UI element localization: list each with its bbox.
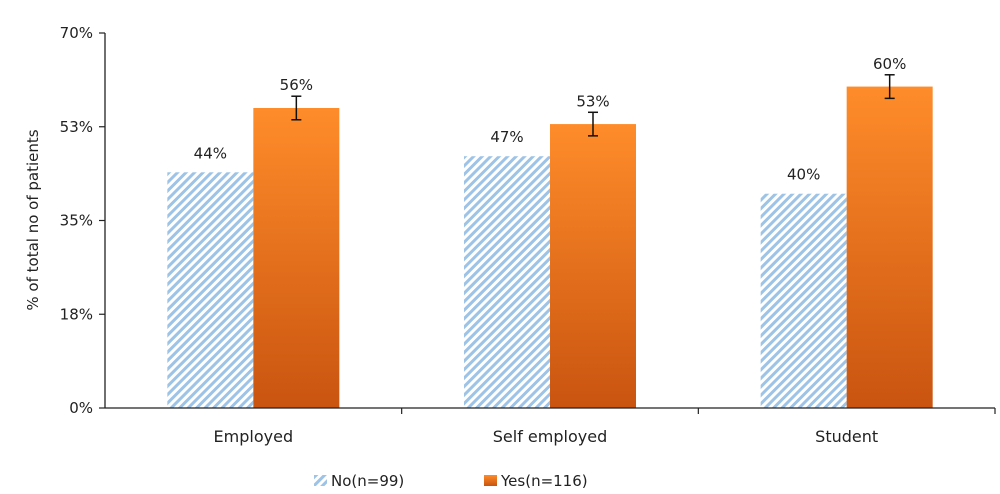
data-labels: 44% 56% 47% 53% 40% 60% — [194, 55, 907, 184]
x-category-label: Self employed — [493, 427, 607, 446]
legend: No(n=99) Yes(n=116) — [314, 472, 588, 490]
x-axis-categories: Employed Self employed Student — [214, 427, 879, 446]
y-axis-ticks: 0% 18% 35% 53% 70% — [60, 24, 105, 417]
y-tick-label: 35% — [60, 212, 93, 230]
y-tick-label: 18% — [60, 305, 93, 323]
axes — [104, 33, 996, 414]
y-tick-label: 0% — [69, 399, 93, 417]
x-category-label: Employed — [214, 427, 294, 446]
legend-label-no: No(n=99) — [331, 472, 404, 490]
data-label: 40% — [787, 166, 820, 184]
y-axis-title: % of total no of patients — [24, 129, 42, 310]
legend-swatch-yes — [484, 475, 497, 486]
bar-no — [760, 193, 847, 408]
data-label: 60% — [873, 55, 906, 73]
data-label: 44% — [194, 144, 227, 162]
bar-yes — [550, 124, 636, 409]
legend-swatch-no — [314, 475, 327, 486]
bar-no — [464, 156, 550, 408]
y-tick-label: 70% — [60, 24, 93, 42]
data-label: 47% — [490, 128, 523, 146]
error-bars — [291, 74, 895, 137]
data-label: 53% — [576, 92, 609, 110]
data-label: 56% — [280, 76, 313, 94]
legend-label-yes: Yes(n=116) — [500, 472, 588, 490]
x-category-label: Student — [815, 427, 878, 446]
bar-yes — [253, 108, 340, 408]
bars — [167, 86, 933, 409]
y-tick-label: 53% — [60, 118, 93, 136]
bar-yes — [846, 86, 933, 409]
bar-no — [167, 172, 254, 408]
